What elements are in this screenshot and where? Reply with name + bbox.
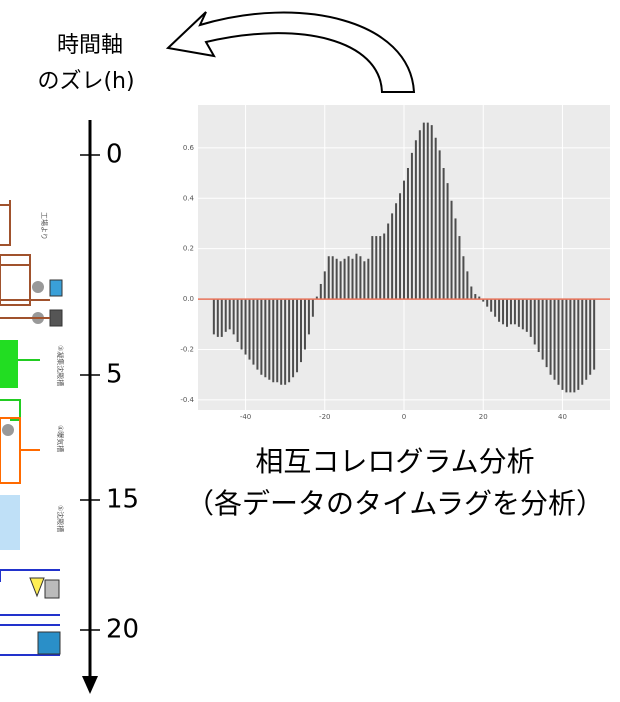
motor [38, 632, 60, 654]
y-tick-label: 0.4 [183, 194, 195, 202]
diagram-label: ⑤沈殿槽 [56, 505, 65, 532]
motor [50, 310, 62, 326]
tank [0, 340, 18, 388]
x-tick-label: -20 [319, 413, 330, 421]
x-tick-label: 0 [402, 413, 406, 421]
y-tick-label: 0.6 [183, 144, 195, 152]
diagram-label: ④曝気槽 [56, 425, 65, 452]
y-tick-label: 0.2 [183, 245, 194, 253]
pump [2, 424, 14, 436]
diagram-label: ③凝集沈殿槽 [56, 345, 65, 386]
y-tick-label: 0.0 [183, 295, 194, 303]
correlogram: -0.4 -0.2 0.0 0.2 0.4 0.6 -40 -20 0 20 40 [180, 105, 610, 421]
time-tick-label: 5 [106, 360, 123, 390]
y-tick-label: -0.4 [180, 396, 194, 404]
filter [45, 580, 59, 598]
process-diagram: 工場より ③凝集沈殿槽 ④曝気槽 ⑤沈殿槽 [0, 200, 65, 655]
motor [50, 280, 62, 296]
x-tick-label: 20 [479, 413, 488, 421]
curved-arrow [168, 12, 414, 92]
x-tick-label: -40 [240, 413, 251, 421]
time-axis-title: のズレ(h) [37, 69, 134, 94]
page: 工場より ③凝集沈殿槽 ④曝気槽 ⑤沈殿槽 時間軸 のズレ(h) 051520 … [0, 0, 620, 702]
tank [0, 495, 20, 550]
diagram-label: 工場より [40, 212, 49, 240]
time-tick-label: 0 [106, 140, 123, 170]
time-axis-arrowhead [82, 676, 98, 694]
caption: 相互コレログラム分析 [255, 445, 534, 478]
y-tick-label: -0.2 [180, 346, 194, 354]
filter [30, 578, 44, 596]
pipe [0, 255, 30, 305]
subcaption: （各データのタイムラグを分析） [186, 487, 604, 520]
time-axis-title: 時間軸 [57, 33, 123, 58]
time-tick-label: 20 [106, 615, 139, 645]
time-tick-label: 15 [106, 485, 139, 515]
pump [32, 281, 44, 293]
x-tick-label: 40 [558, 413, 567, 421]
